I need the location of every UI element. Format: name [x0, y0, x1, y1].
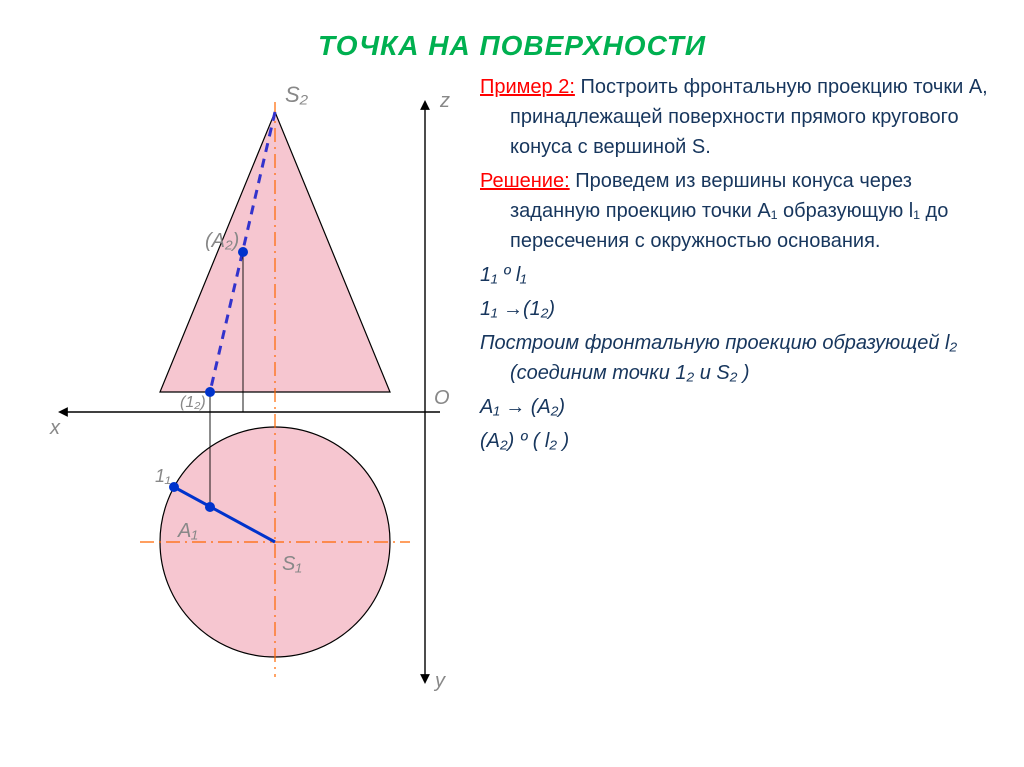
math-line-5: (А₂) º ( l₂ ): [480, 426, 994, 456]
svg-text:1₁: 1₁: [155, 466, 171, 486]
math-line-4: А₁ → (А₂): [480, 392, 994, 422]
page-title: ТОЧКА НА ПОВЕРХНОСТИ: [0, 0, 1024, 62]
diagram-column: S₂ z (A₂) (1₂) x O 1₁ A₁ S₁ y: [30, 72, 470, 702]
svg-text:y: y: [433, 670, 446, 692]
svg-text:(A₂): (A₂): [205, 230, 239, 252]
cone-diagram: S₂ z (A₂) (1₂) x O 1₁ A₁ S₁ y: [30, 72, 470, 702]
content-area: S₂ z (A₂) (1₂) x O 1₁ A₁ S₁ y Пример 2: Построить…: [0, 62, 1024, 702]
svg-text:z: z: [439, 90, 450, 112]
example-label: Пример 2:: [480, 76, 575, 98]
example-paragraph: Пример 2: Построить фронтальную проекцию…: [480, 72, 994, 162]
svg-text:S₂: S₂: [285, 82, 309, 107]
math-line-3: Построим фронтальную проекцию образующей…: [480, 328, 994, 388]
text-column: Пример 2: Построить фронтальную проекцию…: [470, 72, 994, 702]
svg-text:x: x: [49, 417, 61, 439]
example-text: Построить фронтальную проекцию точки А, …: [510, 76, 988, 158]
svg-text:(1₂): (1₂): [180, 394, 206, 411]
svg-text:S₁: S₁: [282, 553, 302, 575]
math-line-1: 1₁ º l₁: [480, 260, 994, 290]
math-line-2: 1₁ →(1₂): [480, 294, 994, 324]
solution-text: Проведем из вершины конуса через заданну…: [510, 170, 948, 252]
solution-label: Решение:: [480, 170, 570, 192]
svg-text:A₁: A₁: [177, 520, 198, 542]
solution-paragraph: Решение: Проведем из вершины конуса чере…: [480, 166, 994, 256]
svg-text:O: O: [434, 387, 450, 409]
